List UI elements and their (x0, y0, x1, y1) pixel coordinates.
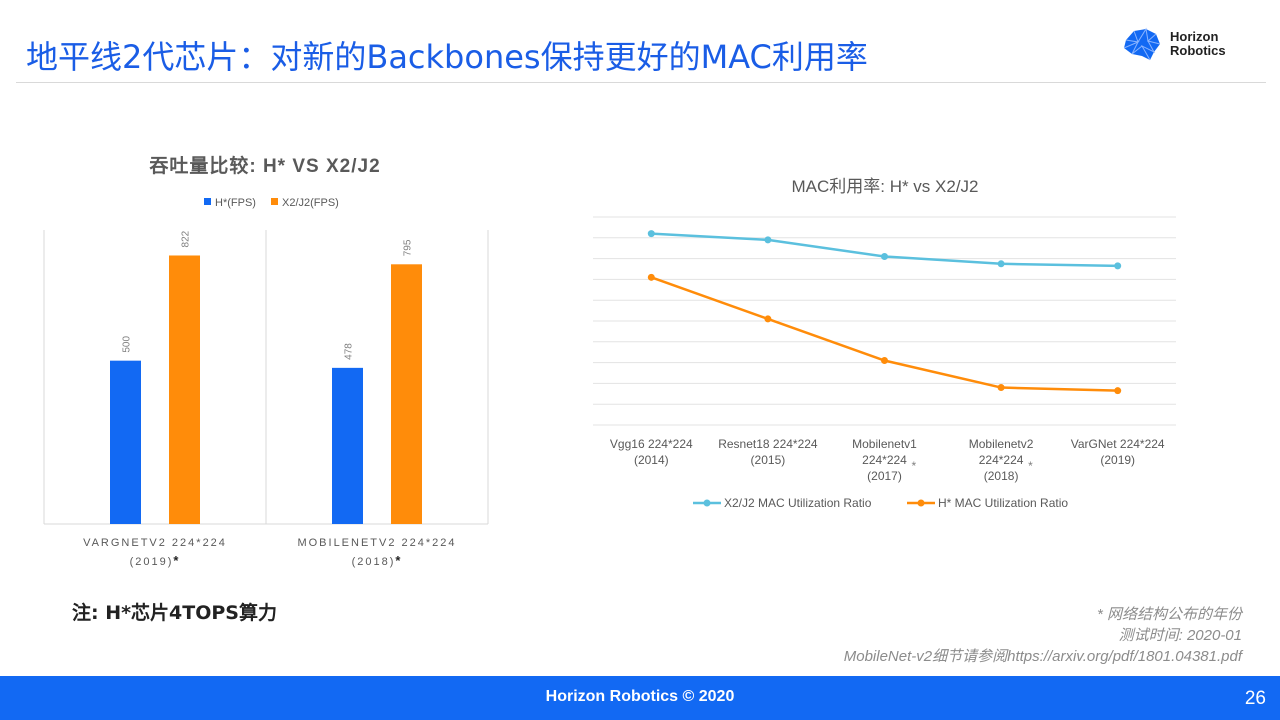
bar-category-asterisk: * (173, 553, 180, 568)
series-point-0 (881, 253, 888, 261)
bar-category-asterisk: * (395, 553, 402, 568)
line-category-label: Vgg16 224*224 (610, 437, 693, 451)
bar-category-year: (2019)* (130, 553, 181, 568)
bar-category-label: VARGNETV2 224*224 (83, 537, 227, 549)
series-line-1 (650, 276, 1118, 392)
footnote-reference: MobileNet-v2细节请参阅https://arxiv.org/pdf/1… (843, 648, 1242, 665)
footer-copyright: Horizon Robotics © 2020 (545, 688, 735, 705)
title-divider (16, 82, 1266, 83)
bar-chart-title: 吞吐量比较: H* VS X2/J2 (149, 154, 380, 177)
series-point-1 (997, 384, 1005, 392)
chip-note: 注: H*芯片4TOPS算力 (72, 602, 277, 624)
bar-h-0 (110, 360, 141, 524)
legend-label-1: X2/J2(FPS) (282, 197, 339, 209)
bar-data-label: 500 (122, 336, 133, 353)
legend-text-0: X2/J2 MAC Utilization Ratio (724, 496, 872, 510)
series-point-0 (647, 230, 655, 238)
line-category-label: (2019) (1100, 453, 1135, 467)
bar-category-label: MOBILENETV2 224*224 (297, 537, 456, 549)
line-category-label: (2015) (751, 453, 786, 467)
series-line-0 (651, 232, 1118, 268)
series-point-0 (1114, 262, 1122, 270)
series-point-1 (1114, 387, 1122, 395)
bar-h-1 (332, 367, 363, 524)
line-category-label: Mobilenetv2 (969, 437, 1034, 451)
line-category-label: 224*224 (979, 453, 1024, 467)
legend-label-0: H*(FPS) (215, 197, 256, 209)
line-category-label: Resnet18 224*224 (718, 437, 818, 451)
series-point-1 (881, 357, 888, 365)
legend-swatch-1 (271, 198, 278, 205)
line-category-asterisk: * (912, 459, 917, 473)
line-category-label: Mobilenetv1 (852, 437, 917, 451)
legend-swatch-0 (204, 198, 211, 205)
series-point-0 (764, 236, 772, 244)
footer-bar: Horizon Robotics © 2020 26 (0, 676, 1280, 720)
bar-data-label: 795 (403, 239, 414, 256)
mac-utilization-line-chart: MAC利用率: H* vs X2/J2 Vgg16 224*224 (2014) Re… (580, 165, 1200, 525)
line-category-asterisk: * (1028, 459, 1033, 473)
bar-data-label: 478 (344, 343, 355, 360)
legend-text-1: H* MAC Utilization Ratio (938, 496, 1068, 510)
line-category-label: (2017) (867, 469, 902, 483)
footnote-test-date: 测试时间: 2020-01 (1118, 627, 1242, 644)
series-point-1 (647, 273, 655, 281)
bar-category-year: (2018)* (352, 553, 403, 568)
line-category-label: (2014) (634, 453, 669, 467)
throughput-bar-chart-svg: 吞吐量比较: H* VS X2/J2 H*(FPS) X2/J2(FPS) 500 82… (43, 154, 489, 568)
logo-text-line1: Horizon (1170, 29, 1219, 44)
footnote-year: * 网络结构公布的年份 (1096, 606, 1242, 623)
mac-utilization-line-chart-svg: MAC利用率: H* vs X2/J2 Vgg16 224*224 (2014) Re… (593, 177, 1176, 510)
line-category-label: VarGNet 224*224 (1071, 437, 1165, 451)
logo-text-line2: Robotics (1170, 43, 1226, 58)
footnotes: * 网络结构公布的年份 测试时间: 2020-01 MobileNet-v2细节… (844, 604, 1242, 667)
series-point-0 (997, 260, 1005, 268)
horizon-robotics-logo: Horizon Robotics (1120, 26, 1240, 66)
line-category-label: (2018) (984, 469, 1019, 483)
bar-data-label: 822 (181, 230, 192, 247)
bar-x2j2-0 (169, 255, 200, 524)
line-chart-title: MAC利用率: H* vs X2/J2 (791, 177, 978, 196)
series-point-1 (764, 315, 772, 323)
line-category-label: 224*224 (862, 453, 907, 467)
slide-title: 地平线2代芯片：对新的Backbones保持更好的MAC利用率 (26, 38, 868, 76)
legend-marker-0 (703, 499, 711, 507)
throughput-bar-chart: 吞吐量比较: H* VS X2/J2 H*(FPS) X2/J2(FPS) 500 82… (30, 140, 510, 580)
page-number: 26 (1244, 688, 1266, 709)
brain-logo-icon (1123, 27, 1161, 61)
bar-x2j2-1 (391, 264, 422, 524)
legend-marker-1 (917, 499, 925, 507)
